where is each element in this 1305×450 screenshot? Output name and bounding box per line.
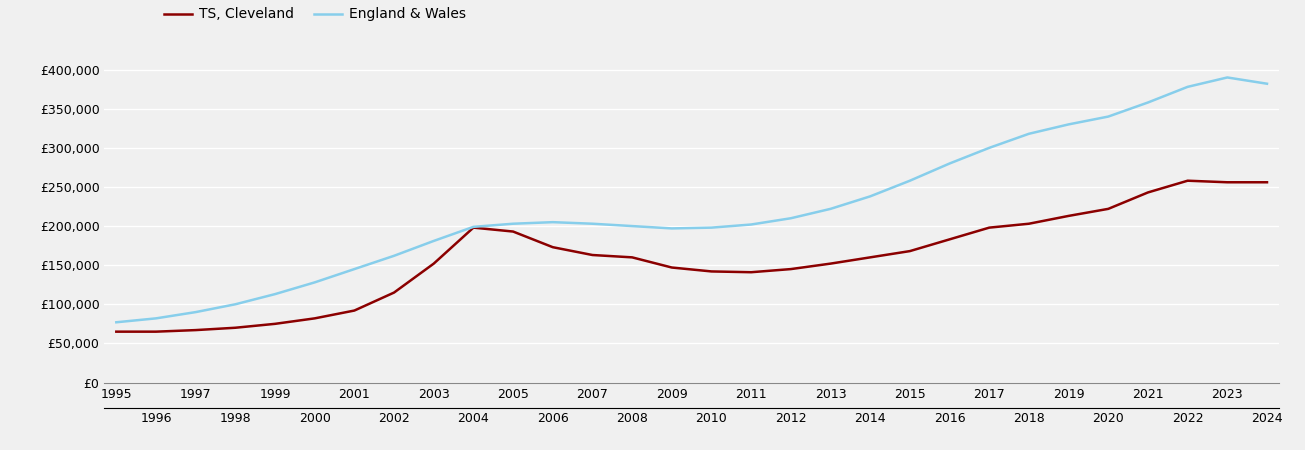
England & Wales [466, 224, 482, 230]
TS, Cleveland [902, 248, 917, 254]
England & Wales [1061, 122, 1077, 127]
TS, Cleveland [307, 315, 322, 321]
TS, Cleveland [1141, 190, 1156, 195]
England & Wales [585, 221, 600, 226]
England & Wales [347, 266, 363, 272]
England & Wales [1100, 114, 1116, 119]
England & Wales [703, 225, 719, 230]
England & Wales [783, 216, 799, 221]
TS, Cleveland [108, 329, 124, 334]
TS, Cleveland [1061, 213, 1077, 219]
TS, Cleveland [466, 225, 482, 230]
TS, Cleveland [505, 229, 521, 234]
Line: TS, Cleveland: TS, Cleveland [116, 181, 1267, 332]
England & Wales [981, 145, 997, 151]
England & Wales [1180, 84, 1195, 90]
TS, Cleveland [268, 321, 283, 327]
England & Wales [1219, 75, 1235, 80]
TS, Cleveland [1180, 178, 1195, 184]
England & Wales [664, 226, 680, 231]
TS, Cleveland [188, 328, 204, 333]
TS, Cleveland [149, 329, 164, 334]
England & Wales [268, 292, 283, 297]
TS, Cleveland [1259, 180, 1275, 185]
England & Wales [1021, 131, 1036, 136]
TS, Cleveland [1219, 180, 1235, 185]
England & Wales [863, 194, 878, 199]
England & Wales [425, 238, 441, 243]
TS, Cleveland [942, 237, 958, 242]
Legend: TS, Cleveland, England & Wales: TS, Cleveland, England & Wales [158, 2, 471, 27]
TS, Cleveland [624, 255, 639, 260]
TS, Cleveland [703, 269, 719, 274]
England & Wales [744, 222, 760, 227]
TS, Cleveland [386, 290, 402, 295]
Line: England & Wales: England & Wales [116, 77, 1267, 322]
England & Wales [1259, 81, 1275, 86]
England & Wales [624, 223, 639, 229]
TS, Cleveland [783, 266, 799, 272]
TS, Cleveland [347, 308, 363, 313]
England & Wales [227, 302, 243, 307]
England & Wales [386, 253, 402, 258]
England & Wales [149, 315, 164, 321]
TS, Cleveland [227, 325, 243, 330]
England & Wales [942, 161, 958, 166]
England & Wales [505, 221, 521, 226]
TS, Cleveland [664, 265, 680, 270]
England & Wales [545, 220, 561, 225]
England & Wales [188, 310, 204, 315]
England & Wales [307, 280, 322, 285]
TS, Cleveland [822, 261, 838, 266]
TS, Cleveland [585, 252, 600, 258]
TS, Cleveland [981, 225, 997, 230]
TS, Cleveland [425, 261, 441, 266]
England & Wales [1141, 100, 1156, 105]
England & Wales [822, 206, 838, 211]
TS, Cleveland [863, 255, 878, 260]
TS, Cleveland [545, 244, 561, 250]
TS, Cleveland [744, 270, 760, 275]
England & Wales [108, 320, 124, 325]
TS, Cleveland [1100, 206, 1116, 211]
TS, Cleveland [1021, 221, 1036, 226]
England & Wales [902, 178, 917, 184]
